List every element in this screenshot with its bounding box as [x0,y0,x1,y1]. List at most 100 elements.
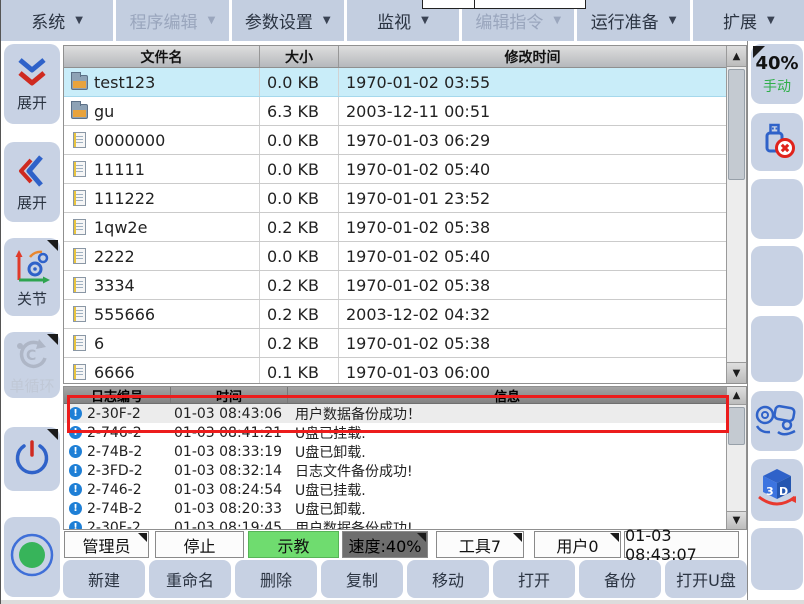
file-size: 0.0 KB [260,68,339,96]
column-header-filename[interactable]: 文件名 [64,46,260,67]
3d-view-button[interactable]: 3 D [751,459,803,521]
speed-label: 速度:40% [348,536,422,556]
move-button[interactable]: 移动 [407,560,489,598]
log-row[interactable]: 2-746-2 01-03 08:41:21 U盘已挂载. [64,423,726,442]
button-label: 展开 [16,193,47,212]
status-role[interactable]: 管理员 [64,531,149,558]
log-row[interactable]: 2-30F-2 01-03 08:19:45 用户数据备份成功! [64,518,726,529]
column-header-log-time[interactable]: 时间 [171,387,288,405]
file-row[interactable]: 6 0.2 KB 1970-01-02 05:38 [64,329,726,358]
file-table-body: test123 0.0 KB 1970-01-02 03:55 gu 6.3 K… [64,68,726,383]
column-header-log-id[interactable]: 日志编号 [64,387,171,405]
log-row[interactable]: 2-3FD-2 01-03 08:32:14 日志文件备份成功! [64,461,726,480]
file-size: 0.0 KB [260,126,339,154]
log-time: 01-03 08:19:45 [174,519,283,530]
file-row[interactable]: 6666 0.1 KB 1970-01-03 06:00 [64,358,726,383]
blank-button-4[interactable] [751,528,803,590]
rename-button[interactable]: 重命名 [149,560,231,598]
bottom-toolbar: 新建 重命名 删除 复制 移动 打开 备份 打开U盘 [63,560,747,598]
column-header-size[interactable]: 大小 [260,46,339,67]
blank-button-1[interactable] [751,179,803,239]
file-list-scrollbar[interactable]: ▲ ▼ [726,46,746,383]
blank-button-2[interactable] [751,246,803,306]
status-mode[interactable]: 示教 [248,531,339,558]
open-button[interactable]: 打开 [493,560,575,598]
file-row[interactable]: gu 6.3 KB 2003-12-11 00:51 [64,97,726,126]
scroll-up-button[interactable]: ▲ [727,46,746,67]
status-speed[interactable]: 速度:40% [342,531,428,558]
file-size: 0.2 KB [260,213,339,241]
log-row[interactable]: 2-746-2 01-03 08:24:54 U盘已挂载. [64,480,726,499]
run-state-label: 停止 [183,536,216,556]
file-type-icon [73,335,86,351]
file-row[interactable]: 3334 0.2 KB 1970-01-02 05:38 [64,271,726,300]
log-table: 日志编号 时间 信息 2-30F-2 01-03 08:43:06 用户数据备份… [63,386,747,530]
file-size: 0.0 KB [260,184,339,212]
scroll-down-button[interactable]: ▼ [727,511,746,529]
column-header-log-message[interactable]: 信息 [493,389,520,405]
file-size: 6.3 KB [260,97,339,125]
file-row[interactable]: 1qw2e 0.2 KB 1970-01-02 05:38 [64,213,726,242]
corner-marker-icon [417,533,426,542]
corner-marker-icon [513,533,522,542]
open-usb-button[interactable]: 打开U盘 [665,560,747,598]
status-user-frame[interactable]: 用户0 [534,531,621,558]
file-type-icon [73,190,86,206]
file-size: 0.0 KB [260,155,339,183]
log-row[interactable]: 2-74B-2 01-03 08:33:19 U盘已卸载. [64,442,726,461]
speed-value: 40% [755,52,799,74]
file-type-icon [71,100,88,119]
file-mtime: 1970-01-02 05:38 [346,333,491,353]
log-message: 日志文件备份成功! [295,463,413,480]
log-id: 2-74B-2 [87,500,143,517]
file-name: 6 [94,333,105,353]
file-type-icon [73,219,86,235]
scrollbar-thumb[interactable] [728,407,745,445]
delete-button[interactable]: 删除 [235,560,317,598]
log-list-scrollbar[interactable]: ▲ ▼ [726,387,746,529]
file-mtime: 1970-01-02 05:40 [346,246,491,266]
log-row[interactable]: 2-30F-2 01-03 08:43:06 用户数据备份成功！ [64,404,726,423]
file-row[interactable]: test123 0.0 KB 1970-01-02 03:55 [64,68,726,97]
backup-button[interactable]: 备份 [579,560,661,598]
usb-eject-button[interactable] [751,113,803,171]
status-tool[interactable]: 工具7 [436,531,524,558]
menu-item-extension[interactable]: 扩展 ▼ [692,0,804,41]
power-button[interactable] [4,427,60,491]
menu-item-program-edit[interactable]: 程序编辑 ▼ [116,0,229,41]
servo-enable-button[interactable] [4,517,60,597]
copy-button[interactable]: 复制 [321,560,403,598]
gripper-button[interactable] [751,391,803,451]
menu-label: 运行准备 [590,13,659,33]
blank-button-3[interactable] [751,316,803,382]
menu-item-system[interactable]: 系统 ▼ [1,0,114,41]
file-row[interactable]: 111222 0.0 KB 1970-01-01 23:52 [64,184,726,213]
log-row[interactable]: 2-74B-2 01-03 08:20:33 U盘已卸载. [64,499,726,518]
expand-down-button[interactable]: 展开 [4,44,60,124]
scroll-down-button[interactable]: ▼ [727,362,746,383]
file-type-icon [73,364,86,380]
column-header-mtime[interactable]: 修改时间 [504,49,561,66]
menu-item-run-preparation[interactable]: 运行准备 ▼ [577,0,690,41]
speed-manual-button[interactable]: 40% 手动 [751,44,803,104]
expand-down-icon [13,57,51,93]
datetime-label: 01-03 08:43:07 [625,525,697,564]
file-row[interactable]: 555666 0.2 KB 2003-12-02 04:32 [64,300,726,329]
expand-left-button[interactable]: 展开 [4,142,60,222]
file-mtime: 1970-01-02 05:40 [346,159,491,179]
menu-item-parameter-settings[interactable]: 参数设置 ▼ [231,0,344,41]
info-icon [69,464,82,477]
log-message: 用户数据备份成功! [295,520,413,530]
scrollbar-thumb[interactable] [728,69,745,180]
joint-coordinate-button[interactable]: 关节 [4,238,60,316]
file-row[interactable]: 2222 0.0 KB 1970-01-02 05:40 [64,242,726,271]
new-button[interactable]: 新建 [63,560,145,598]
file-row[interactable]: 0000000 0.0 KB 1970-01-03 06:29 [64,126,726,155]
status-run-state[interactable]: 停止 [155,531,244,558]
file-row[interactable]: 11111 0.0 KB 1970-01-02 05:40 [64,155,726,184]
scroll-up-button[interactable]: ▲ [727,387,746,405]
file-type-icon [71,71,88,90]
tool-label: 工具7 [458,536,502,556]
single-cycle-button[interactable]: C 单循环 [4,332,60,398]
file-name: 3334 [94,275,135,295]
